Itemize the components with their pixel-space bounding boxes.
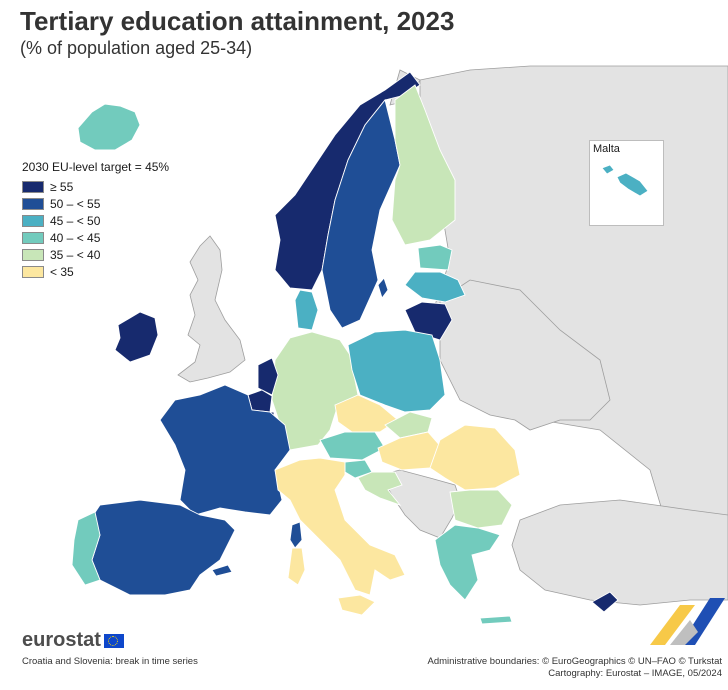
- malta-inset-map: [601, 164, 649, 197]
- country-malta: [601, 164, 649, 197]
- legend-swatch: [22, 265, 44, 278]
- country-gotland: [377, 277, 389, 299]
- credits: Administrative boundaries: © EuroGeograp…: [427, 656, 722, 680]
- country-ireland: [114, 311, 159, 363]
- legend-swatch: [22, 231, 44, 244]
- legend-item: 50 – < 55: [22, 195, 169, 212]
- legend-item: < 35: [22, 263, 169, 280]
- corner-logo-icon: [650, 598, 725, 645]
- country-croatia: [357, 471, 403, 506]
- region-great-britain: [177, 235, 246, 383]
- country-netherlands: [257, 357, 279, 396]
- eurostat-logo: eurostat: [22, 629, 124, 652]
- eu-flag-icon: [103, 633, 124, 648]
- legend-item: 45 – < 50: [22, 212, 169, 229]
- legend-swatch: [22, 197, 44, 210]
- credit-boundaries: Administrative boundaries: © EuroGeograp…: [427, 656, 722, 667]
- legend-label: 50 – < 55: [50, 196, 101, 211]
- country-sicily: [337, 594, 376, 616]
- country-portugal: [71, 511, 101, 586]
- country-romania: [429, 424, 521, 491]
- legend-item: ≥ 55: [22, 178, 169, 195]
- country-france: [159, 384, 291, 516]
- region-balkans: [379, 469, 461, 539]
- country-crete: [479, 615, 513, 625]
- country-austria: [319, 431, 386, 461]
- legend-title: 2030 EU-level target = 45%: [22, 160, 170, 174]
- country-denmark: [294, 289, 319, 331]
- country-balearic: [211, 564, 233, 577]
- legend-label: 45 – < 50: [50, 213, 101, 228]
- legend-swatch: [22, 214, 44, 227]
- country-slovakia: [384, 411, 433, 439]
- brand-name: eurostat: [22, 629, 101, 651]
- country-sweden: [321, 99, 401, 329]
- legend-swatch: [22, 180, 44, 193]
- country-cyprus: [591, 591, 619, 613]
- country-bulgaria: [449, 489, 513, 529]
- region-turkey: [511, 499, 728, 606]
- country-norway: [274, 71, 421, 291]
- country-corsica: [289, 521, 303, 549]
- country-iceland: [77, 103, 141, 151]
- country-latvia: [404, 271, 466, 303]
- inset-label: Malta: [593, 143, 620, 155]
- map-title: Tertiary education attainment, 2023: [20, 6, 455, 36]
- country-poland: [347, 329, 446, 413]
- legend-item: 35 – < 40: [22, 246, 169, 263]
- map-subtitle: (% of population aged 25-34): [20, 38, 253, 58]
- country-spain: [89, 499, 236, 596]
- country-sardinia: [287, 547, 306, 586]
- legend-label: 40 – < 45: [50, 230, 101, 245]
- legend-label: ≥ 55: [50, 179, 74, 194]
- country-finland: [391, 84, 456, 246]
- credit-cartography: Cartography: Eurostat – IMAGE, 05/2024: [548, 668, 722, 679]
- legend-label: < 35: [50, 264, 74, 279]
- map-legend: 2030 EU-level target = 45% ≥ 55 50 – < 5…: [22, 160, 169, 280]
- eu-countries: [71, 71, 619, 625]
- legend-item: 40 – < 45: [22, 229, 169, 246]
- footnote: Croatia and Slovenia: break in time seri…: [22, 656, 198, 667]
- legend-label: 35 – < 40: [50, 247, 101, 262]
- country-estonia: [417, 244, 453, 271]
- country-italy: [274, 457, 406, 596]
- region-ukraine-belarus: [439, 279, 611, 431]
- malta-inset: Malta: [589, 140, 664, 226]
- country-greece: [434, 524, 501, 601]
- legend-swatch: [22, 248, 44, 261]
